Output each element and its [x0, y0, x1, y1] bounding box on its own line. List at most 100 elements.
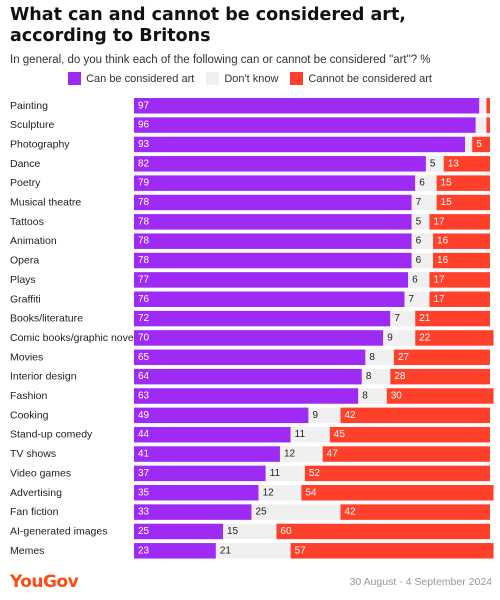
bar-segment-can [134, 426, 291, 443]
bar-segment-cannot [436, 194, 490, 211]
bar-segment-can [134, 156, 426, 172]
data-label-cannot: 28 [394, 371, 406, 382]
bar-segment-dont-know [425, 156, 444, 172]
data-label-dont-know: 8 [369, 352, 375, 363]
chart-title: What can and cannot be considered art, a… [10, 5, 406, 46]
bar-segment-dont-know [404, 291, 430, 307]
bar-segment-can [134, 233, 412, 249]
data-label-can: 65 [138, 352, 150, 363]
data-label-can: 25 [138, 526, 150, 537]
data-label-can: 78 [138, 197, 150, 208]
data-label-cannot: 21 [419, 313, 431, 324]
category-label: Advertising [10, 487, 62, 499]
chart-subtitle: In general, do you think each of the fol… [10, 54, 431, 66]
bar-segment-cannot [386, 388, 494, 404]
data-label-can: 93 [138, 139, 150, 150]
data-label-can: 78 [138, 236, 150, 247]
data-label-cannot: 54 [305, 487, 317, 498]
data-label-can: 97 [138, 100, 150, 111]
bar-segment-dont-know [308, 407, 341, 424]
legend-swatch-cannot [290, 72, 304, 85]
data-label-dont-know: 11 [270, 468, 281, 479]
bar-segment-cannot [472, 136, 490, 153]
data-label-cannot: 17 [433, 274, 445, 285]
bar-segment-cannot [340, 407, 490, 424]
data-label-dont-know: 6 [412, 274, 418, 285]
bar-segment-cannot [276, 523, 490, 540]
category-label: Animation [10, 235, 57, 247]
bar-segment-dont-know [390, 310, 416, 327]
data-label-can: 96 [138, 120, 150, 131]
data-label-dont-know: 6 [419, 178, 425, 189]
bar-segment-can [134, 330, 384, 346]
category-label: Graffiti [10, 293, 41, 305]
bar-segment-can [134, 194, 412, 211]
bar-segment-can [134, 252, 412, 269]
category-label: Video games [10, 467, 71, 479]
bar-segment-cannot [433, 252, 490, 269]
bar-segment-dont-know [415, 175, 437, 191]
data-label-cannot: 16 [437, 255, 449, 266]
bar-segment-dont-know [383, 330, 416, 346]
data-label-can: 72 [138, 313, 150, 324]
bar-segment-dont-know [223, 523, 277, 540]
bar-segment-dont-know [290, 426, 330, 443]
data-label-dont-know: 7 [394, 313, 400, 324]
bar-segment-can [134, 465, 266, 482]
bar-segment-cannot [322, 446, 490, 462]
category-label: Fan fiction [10, 506, 59, 518]
data-label-can: 41 [138, 449, 150, 460]
bar-segment-can [134, 368, 362, 385]
bar-segment-can [134, 98, 480, 114]
data-label-dont-know: 9 [387, 332, 393, 343]
data-label-cannot: 22 [419, 332, 431, 343]
data-label-dont-know: 12 [263, 487, 275, 498]
data-label-cannot: 5 [476, 139, 482, 150]
bar-segment-dont-know [365, 349, 394, 366]
data-label-can: 70 [138, 332, 150, 343]
bar-segment-cannot [433, 233, 490, 249]
bar-segment-can [134, 349, 366, 366]
data-label-can: 44 [138, 429, 150, 440]
bar-segment-can [134, 523, 223, 540]
bar-segment-dont-know [358, 388, 387, 404]
yougov-logo: YouGov [10, 572, 79, 592]
data-label-dont-know: 9 [312, 410, 318, 421]
data-label-cannot: 17 [433, 294, 445, 305]
data-label-cannot: 17 [433, 216, 445, 227]
data-label-can: 49 [138, 410, 150, 421]
category-label: Interior design [10, 371, 77, 383]
data-label-can: 76 [138, 294, 150, 305]
bar-segment-cannot [304, 465, 490, 482]
data-label-can: 63 [138, 391, 150, 402]
category-label: Memes [10, 545, 44, 557]
legend-label-can: Can be considered art [86, 72, 195, 85]
category-label: Fashion [10, 390, 48, 402]
bar-segment-dont-know [258, 485, 302, 501]
data-label-dont-know: 6 [416, 236, 422, 247]
data-label-dont-know: 11 [295, 429, 306, 440]
bar-segment-cannot [486, 98, 490, 114]
data-label-dont-know: 7 [409, 294, 415, 305]
legend-item-dont-know: Don't know [206, 72, 278, 85]
category-label: Opera [10, 255, 39, 267]
category-label: Comic books/graphic novels [10, 332, 141, 344]
data-label-cannot: 16 [437, 236, 449, 247]
data-label-cannot: 13 [448, 158, 460, 169]
category-label: Books/literature [10, 313, 83, 325]
data-label-cannot: 52 [309, 468, 321, 479]
bar-segment-dont-know [215, 543, 291, 559]
bar-segment-can [134, 446, 280, 462]
data-label-can: 78 [138, 216, 150, 227]
category-label: Dance [10, 158, 41, 170]
bar-segment-cannot [301, 485, 494, 501]
bar-segment-can [134, 485, 259, 501]
data-label-dont-know: 8 [366, 371, 372, 382]
data-label-dont-know: 8 [362, 391, 368, 402]
category-label: Cooking [10, 409, 49, 421]
bar-segment-dont-know [408, 272, 430, 288]
data-label-dont-know: 25 [255, 507, 267, 518]
category-label: Tattoos [10, 216, 44, 228]
bar-segment-dont-know [411, 214, 430, 230]
